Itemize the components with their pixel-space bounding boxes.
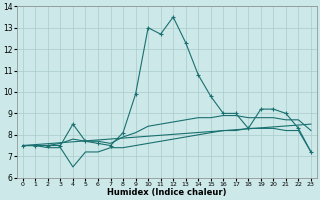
X-axis label: Humidex (Indice chaleur): Humidex (Indice chaleur) — [107, 188, 227, 197]
